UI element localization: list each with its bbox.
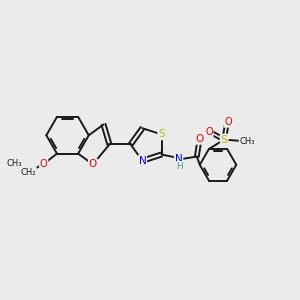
Text: H: H	[176, 162, 182, 171]
Text: O: O	[195, 134, 203, 144]
Text: S: S	[158, 129, 165, 140]
Text: O: O	[224, 117, 232, 127]
Text: CH₂: CH₂	[21, 168, 36, 177]
Text: O: O	[40, 159, 47, 169]
Text: N: N	[139, 156, 146, 166]
Text: O: O	[205, 127, 213, 136]
Text: CH₃: CH₃	[7, 159, 22, 168]
Text: N: N	[175, 154, 182, 164]
Text: O: O	[89, 159, 97, 170]
Text: CH₃: CH₃	[239, 136, 255, 146]
Text: S: S	[221, 135, 228, 145]
